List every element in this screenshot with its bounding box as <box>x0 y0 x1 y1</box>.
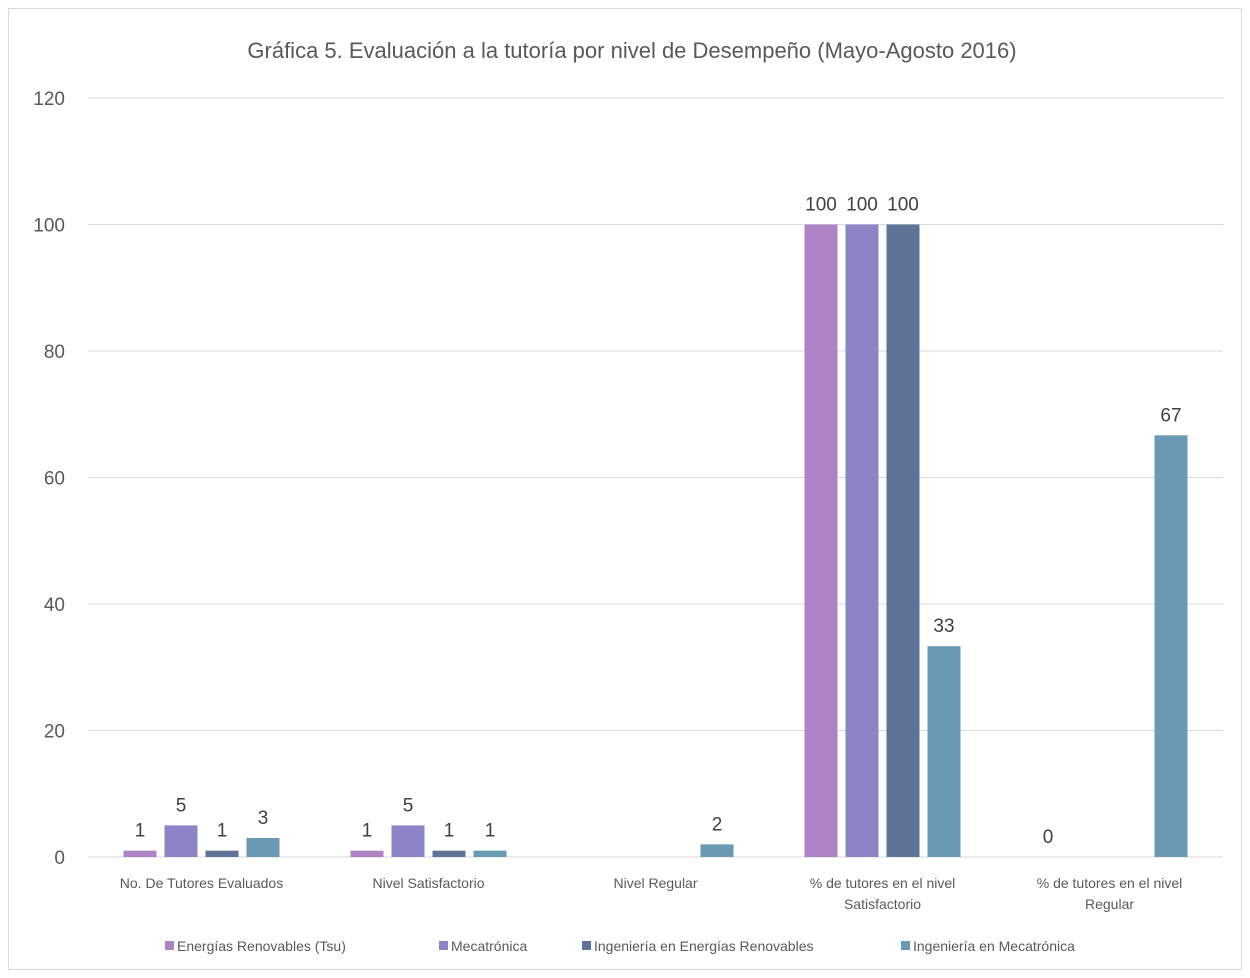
legend-swatch <box>901 941 910 950</box>
bar <box>845 224 879 857</box>
legend-swatch <box>582 941 591 950</box>
data-label: 1 <box>217 821 228 842</box>
bar <box>246 838 280 857</box>
bar <box>700 844 734 857</box>
legend-label: Ingeniería en Mecatrónica <box>913 938 1075 954</box>
bar <box>886 224 920 857</box>
data-label: 1 <box>135 821 146 842</box>
x-tick-label: Nivel Regular <box>613 875 697 891</box>
data-label: 1 <box>444 821 455 842</box>
data-label: 5 <box>176 795 187 816</box>
bar <box>432 850 466 857</box>
data-label: 33 <box>933 616 954 637</box>
x-tick-label: % de tutores en el nivel Satisfactorio <box>810 875 956 912</box>
bar <box>927 646 961 857</box>
data-label: 3 <box>258 808 269 829</box>
bar <box>164 825 198 857</box>
legend-label: Ingeniería en Energías Renovables <box>594 938 813 954</box>
y-tick-label: 0 <box>54 848 65 869</box>
legend: Energías Renovables (Tsu) Mecatrónica Inge… <box>165 938 1075 954</box>
data-label: 0 <box>1043 827 1054 848</box>
data-label: 100 <box>846 195 878 216</box>
y-tick-label: 80 <box>44 342 65 363</box>
chart-title: Gráfica 5. Evaluación a la tutoría por n… <box>247 38 1016 63</box>
bar <box>205 850 239 857</box>
legend-swatch <box>165 941 174 950</box>
data-label: 67 <box>1160 405 1181 426</box>
bar-chart: Gráfica 5. Evaluación a la tutoría por n… <box>33 38 1223 954</box>
bar <box>123 850 157 857</box>
bar <box>350 850 384 857</box>
data-label: 100 <box>805 195 837 216</box>
data-label: 1 <box>362 821 373 842</box>
data-label: 1 <box>485 821 496 842</box>
bar <box>473 850 507 857</box>
data-label: 100 <box>887 195 919 216</box>
bar <box>804 224 838 857</box>
y-tick-label: 120 <box>33 89 65 110</box>
legend-label: Mecatrónica <box>451 938 527 954</box>
y-tick-label: 100 <box>33 216 65 237</box>
x-tick-label: Nivel Satisfactorio <box>372 875 484 891</box>
y-tick-label: 20 <box>44 722 65 743</box>
bar <box>391 825 425 857</box>
legend-label: Energías Renovables (Tsu) <box>177 938 346 954</box>
data-label: 5 <box>403 795 414 816</box>
y-tick-label: 60 <box>44 469 65 490</box>
chart-area: Gráfica 5. Evaluación a la tutoría por n… <box>8 8 1242 970</box>
y-tick-label: 40 <box>44 595 65 616</box>
x-tick-label: No. De Tutores Evaluados <box>120 875 283 891</box>
legend-swatch <box>439 941 448 950</box>
data-label: 2 <box>712 814 723 835</box>
x-tick-label: % de tutores en el nivel Regular <box>1037 875 1183 912</box>
bar <box>1154 435 1188 857</box>
